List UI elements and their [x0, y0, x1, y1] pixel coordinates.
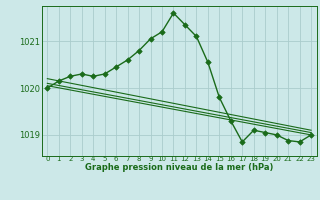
- X-axis label: Graphe pression niveau de la mer (hPa): Graphe pression niveau de la mer (hPa): [85, 163, 273, 172]
